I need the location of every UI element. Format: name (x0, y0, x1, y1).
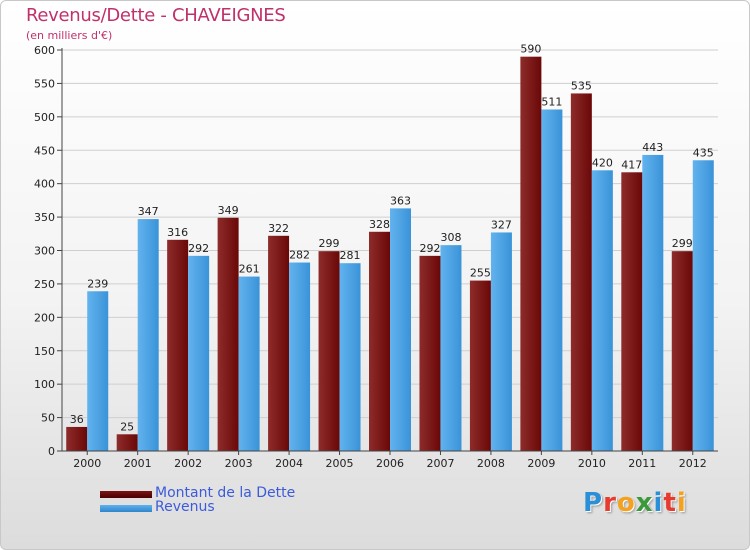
y-tick-label: 350 (34, 211, 55, 224)
data-label-dette: 299 (672, 237, 693, 250)
x-tick-label: 2004 (275, 457, 303, 470)
x-tick-label: 2012 (679, 457, 707, 470)
proxiti-logo: Proxiti (583, 488, 687, 518)
bar-dette (419, 255, 441, 451)
data-label-revenus: 435 (693, 146, 714, 159)
y-tick-label: 0 (48, 445, 55, 458)
x-tick-label: 2008 (477, 457, 505, 470)
bar-revenus (541, 109, 563, 452)
bar-dette (66, 426, 88, 451)
data-label-revenus: 347 (138, 205, 159, 218)
bar-dette (621, 172, 643, 451)
bar-revenus (289, 262, 311, 451)
data-label-revenus: 282 (289, 249, 310, 262)
data-label-revenus: 239 (87, 277, 108, 290)
y-tick-label: 550 (34, 77, 55, 90)
bar-revenus (591, 170, 613, 452)
bar-dette (116, 434, 138, 451)
data-label-revenus: 327 (491, 218, 512, 231)
data-label-dette: 349 (218, 204, 239, 217)
data-label-dette: 25 (120, 420, 134, 433)
x-tick-label: 2010 (578, 457, 606, 470)
x-tick-label: 2000 (73, 457, 101, 470)
bar-dette (671, 251, 693, 451)
bar-revenus (238, 276, 260, 451)
y-tick-label: 500 (34, 111, 55, 124)
data-label-dette: 292 (419, 242, 440, 255)
bar-revenus (390, 208, 411, 451)
data-label-dette: 316 (167, 226, 188, 239)
x-tick-label: 2002 (174, 457, 202, 470)
bar-revenus (339, 263, 361, 451)
y-tick-label: 300 (34, 245, 55, 258)
x-tick-label: 2001 (124, 457, 152, 470)
data-label-dette: 535 (571, 79, 592, 92)
y-tick-label: 250 (34, 278, 55, 291)
bar-revenus (87, 291, 109, 451)
data-label-revenus: 281 (340, 249, 361, 262)
data-label-revenus: 363 (390, 194, 411, 207)
y-tick-label: 50 (41, 412, 55, 425)
bar-revenus (440, 245, 462, 451)
bar-revenus (642, 154, 664, 451)
legend-swatch-dette (100, 491, 152, 498)
bar-dette (167, 239, 189, 451)
data-label-revenus: 292 (188, 242, 209, 255)
bar-dette (318, 251, 340, 451)
y-tick-label: 600 (34, 44, 55, 57)
x-tick-label: 2006 (376, 457, 404, 470)
data-label-revenus: 420 (592, 156, 613, 169)
legend-label-revenus: Revenus (155, 499, 215, 515)
data-label-revenus: 443 (642, 141, 663, 154)
bar-revenus (137, 219, 159, 451)
bar-dette (469, 280, 491, 451)
data-label-dette: 299 (319, 237, 340, 250)
x-tick-label: 2003 (225, 457, 253, 470)
legend-swatch-revenus (100, 505, 152, 512)
bar-revenus (490, 232, 512, 451)
bar-dette (268, 235, 290, 451)
data-label-dette: 255 (470, 267, 491, 280)
data-label-revenus: 261 (239, 263, 260, 276)
data-label-dette: 328 (369, 218, 390, 231)
y-tick-label: 400 (34, 178, 55, 191)
y-tick-label: 150 (34, 345, 55, 358)
bar-dette (570, 93, 592, 452)
data-label-dette: 417 (621, 158, 642, 171)
x-tick-label: 2007 (426, 457, 454, 470)
data-label-revenus: 511 (541, 95, 562, 108)
bar-dette (520, 56, 542, 451)
data-label-dette: 322 (268, 222, 289, 235)
bar-dette (217, 217, 239, 451)
y-tick-label: 200 (34, 311, 55, 324)
chart-subtitle: (en milliers d'€) (26, 29, 113, 42)
legend-label-dette: Montant de la Dette (155, 485, 296, 501)
data-label-revenus: 308 (440, 231, 461, 244)
bar-dette (369, 231, 390, 451)
data-label-dette: 36 (70, 413, 84, 426)
y-tick-label: 100 (34, 378, 55, 391)
data-label-dette: 590 (520, 43, 541, 56)
chart-title: Revenus/Dette - CHAVEIGNES (26, 5, 286, 26)
bar-revenus (188, 255, 210, 451)
x-tick-label: 2011 (628, 457, 656, 470)
x-tick-label: 2005 (326, 457, 354, 470)
bar-revenus (692, 160, 714, 451)
x-tick-label: 2009 (527, 457, 555, 470)
y-tick-label: 450 (34, 144, 55, 157)
